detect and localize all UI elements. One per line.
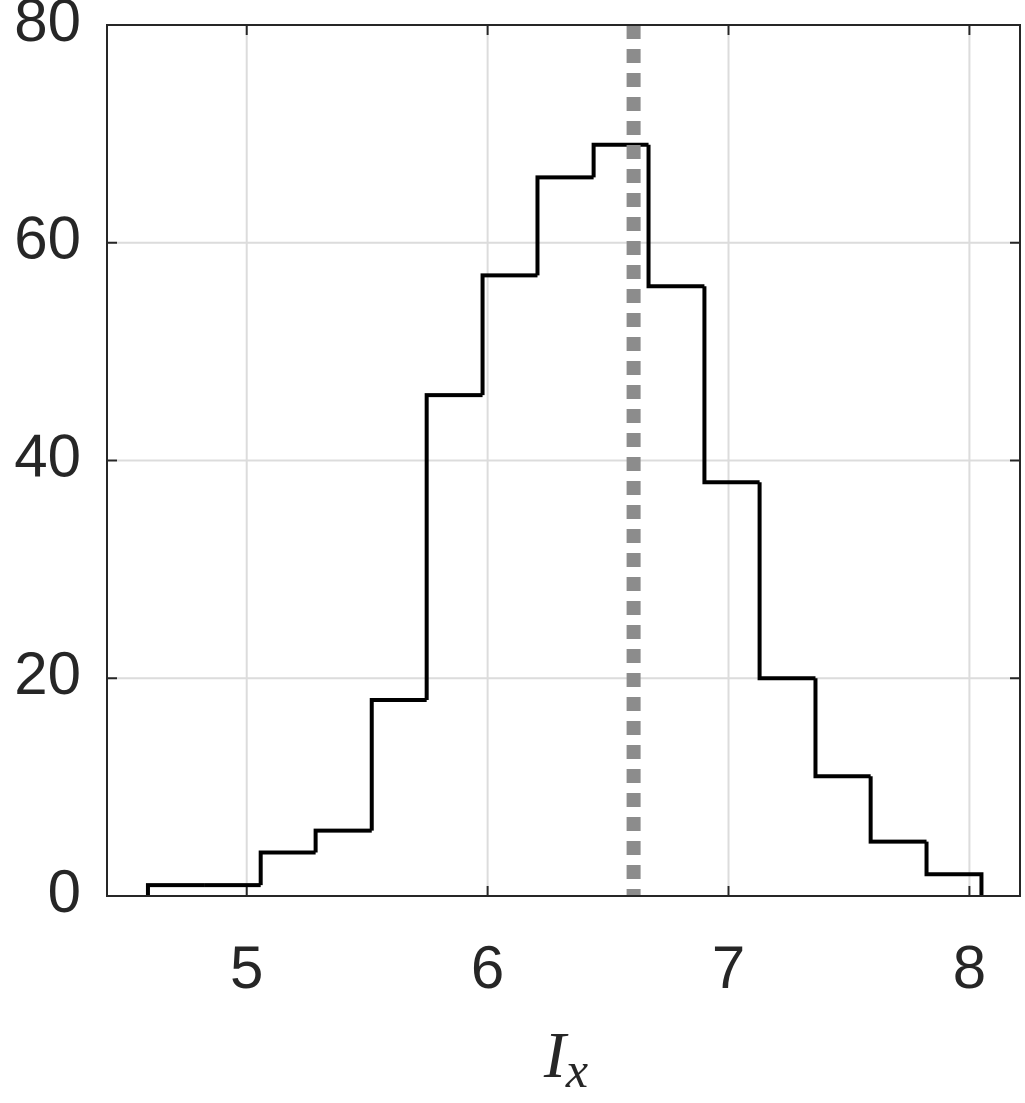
- histogram-bin: [702, 286, 760, 485]
- histogram-bin: [369, 698, 427, 831]
- histogram-bin: [258, 850, 316, 886]
- y-tick-label: 60: [14, 205, 81, 272]
- y-tick-label: 20: [14, 640, 81, 707]
- histogram-bin: [757, 482, 816, 681]
- histogram-bin: [424, 393, 483, 701]
- axes-box: [106, 24, 1021, 897]
- x-label-main: I: [543, 1019, 569, 1092]
- histogram-bin: [813, 678, 871, 779]
- y-tick-label: 80: [14, 0, 81, 54]
- x-tick-label: 6: [471, 934, 504, 1001]
- x-tick-label: 7: [712, 934, 745, 1001]
- histogram-bin: [535, 175, 594, 276]
- histogram-bin: [480, 273, 538, 396]
- histogram-bin: [646, 144, 705, 289]
- x-axis-label: Ix: [543, 1019, 588, 1098]
- histogram-bin: [145, 883, 205, 896]
- histogram-bin: [924, 841, 984, 896]
- x-label-subscript: x: [565, 1042, 588, 1098]
- histogram-bin: [591, 142, 649, 178]
- y-tick-label: 40: [14, 422, 81, 489]
- x-tick-label: 5: [230, 934, 263, 1001]
- histogram-bin: [313, 828, 372, 853]
- histogram-bin: [868, 776, 927, 844]
- x-tick-label: 8: [953, 934, 986, 1001]
- y-tick-label: 0: [48, 858, 81, 925]
